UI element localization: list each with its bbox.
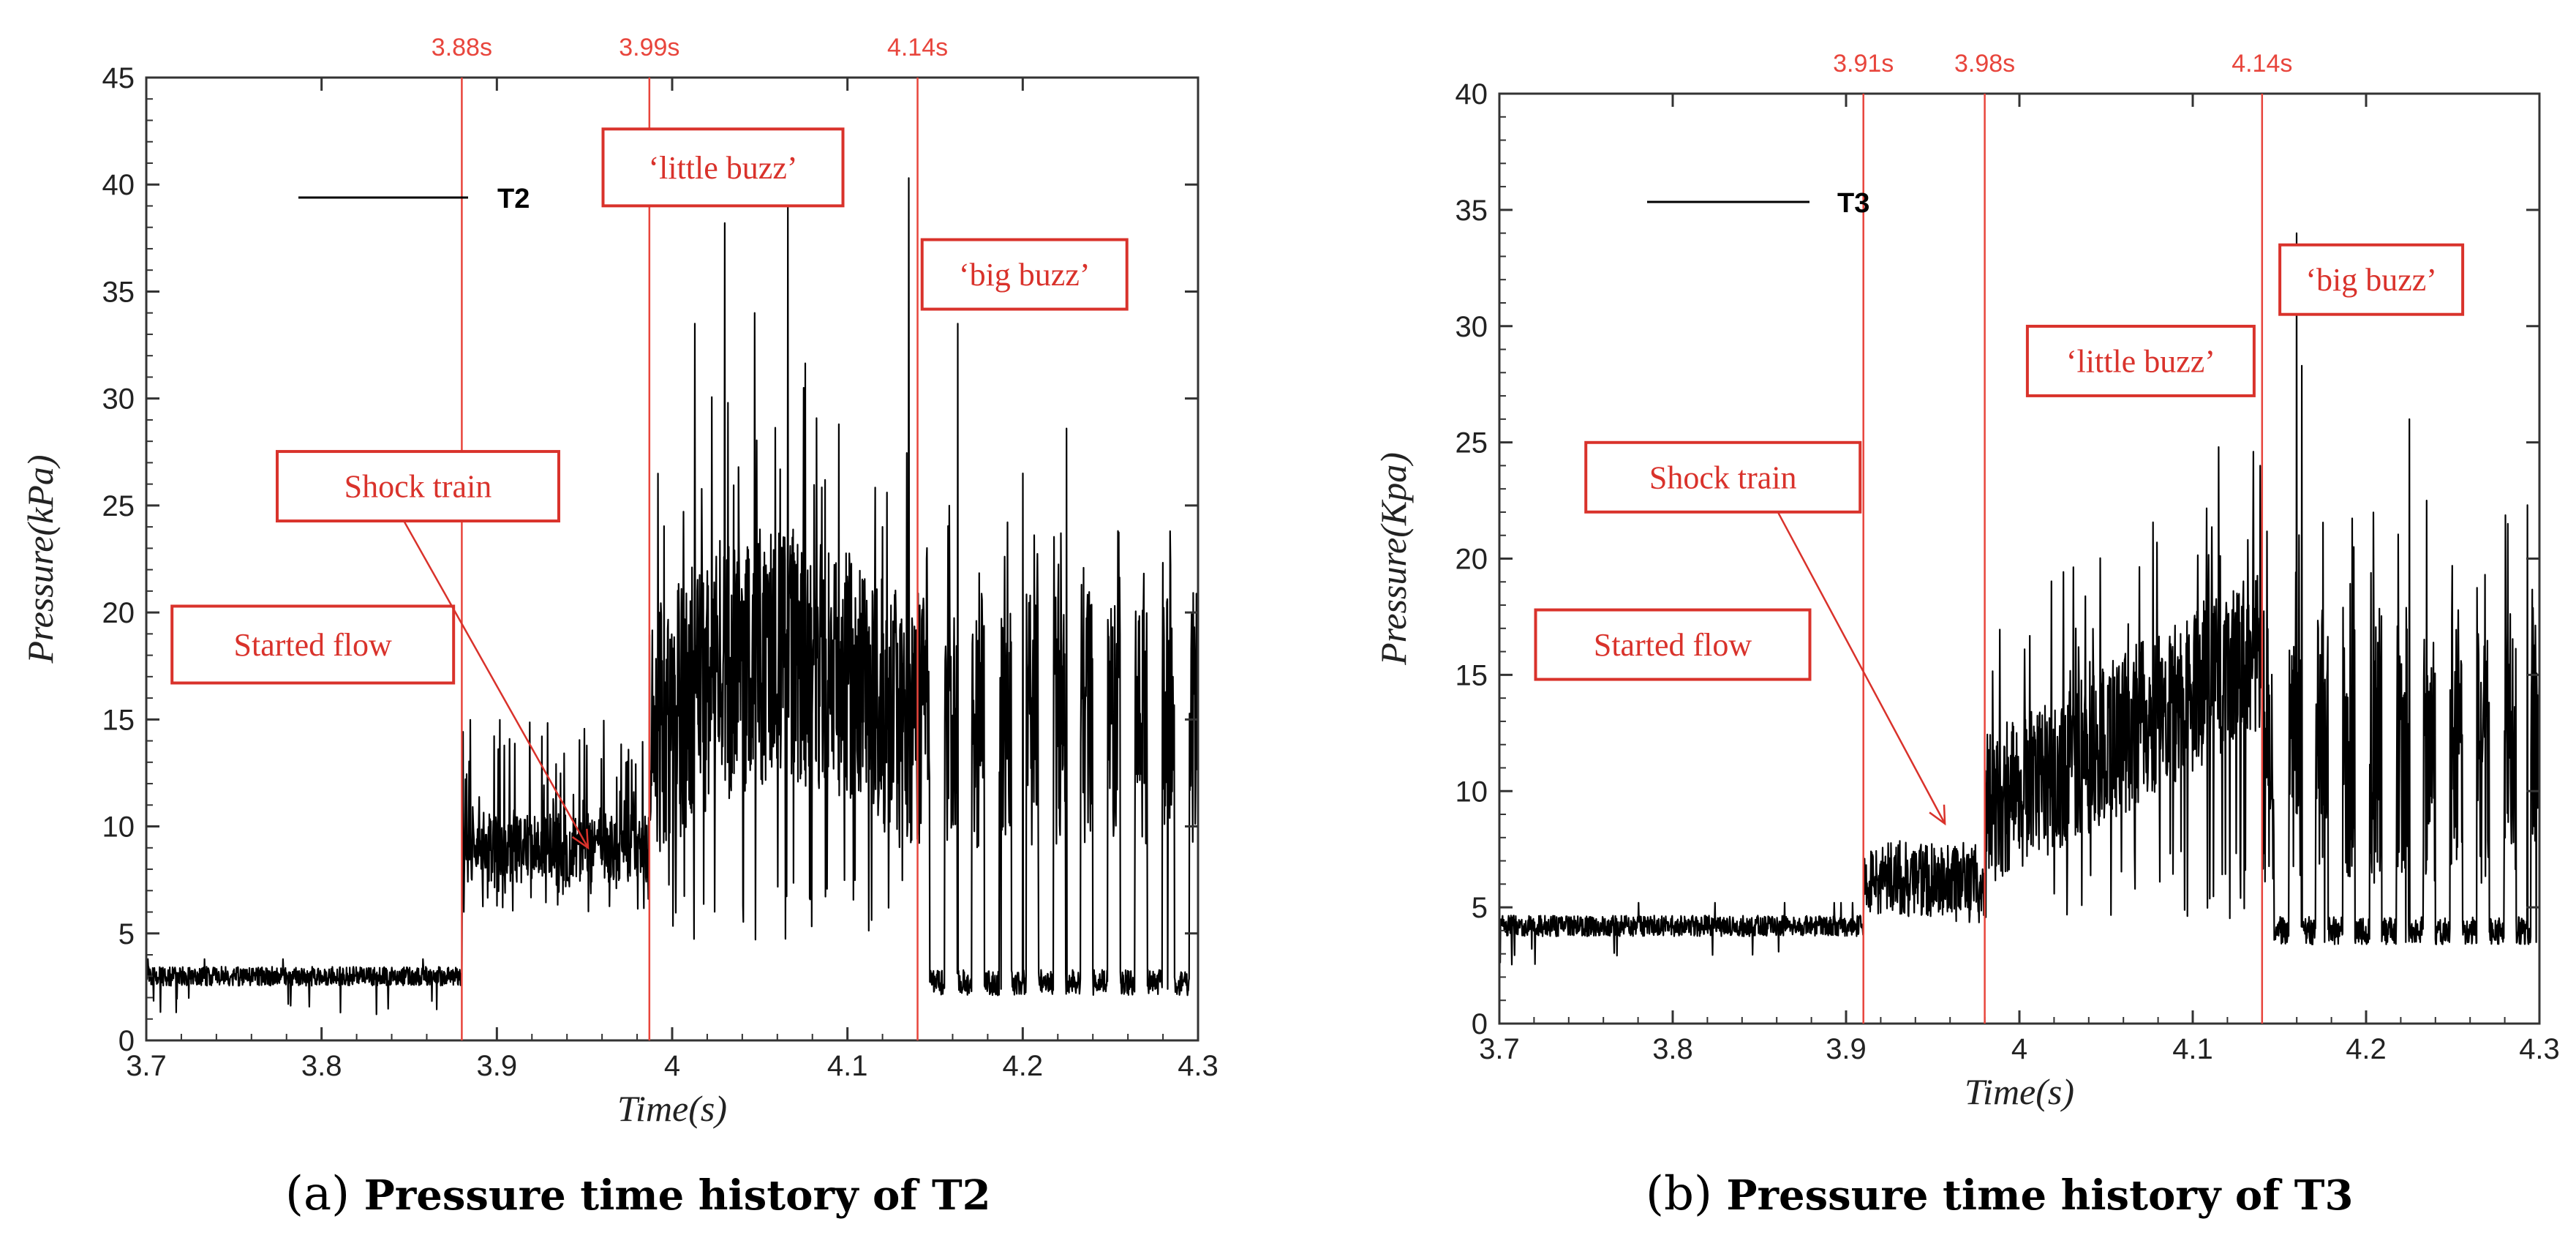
chart-t3-event-label-2: 3.98s: [1954, 50, 2015, 78]
chart-t3-event-label-1: 3.91s: [1833, 50, 1894, 78]
chart-b-svg: 0 5 10 15 20 25 30 35 40 3.7 3.8 3.9 4 4.1 4.2 4.3 Time(…: [1373, 50, 2560, 1112]
caption-b-letter: (b): [1646, 1167, 1712, 1221]
chart-t3-xtick-label: 3.7: [1479, 1033, 1520, 1065]
chart-t3-annotation-box-started-flow: [1534, 608, 1812, 681]
chart-t3-ylabel: Pressure(Kpa): [1373, 452, 1414, 666]
chart-t3-ytick-label: 0: [1472, 1008, 1488, 1040]
caption-b-text: Pressure time history of T3: [1726, 1171, 2354, 1220]
chart-t2-ytick-label: 30: [102, 383, 135, 416]
caption-a-text: Pressure time history of T2: [364, 1171, 991, 1220]
chart-t2-annotation-shock-train: Shock train: [344, 469, 492, 505]
chart-t3-annotation-little-buzz: ‘little buzz’: [2066, 343, 2215, 379]
chart-t2-event-label-3: 4.14s: [887, 34, 948, 61]
chart-t3-xtick-label: 3.8: [1652, 1033, 1693, 1065]
chart-t3-ytick-label: 30: [1455, 311, 1488, 343]
chart-t2-annotation-box-started-flow: [170, 604, 456, 685]
caption-a-letter: (a): [285, 1167, 350, 1221]
chart-t2-ytick-label: 20: [102, 597, 135, 629]
chart-t2-ytick-label: 25: [102, 490, 135, 522]
chart-t2-xtick-label: 3.7: [126, 1050, 167, 1082]
chart-t2-xlabel: Time(s): [617, 1088, 727, 1129]
chart-t3-annotation-started-flow: Started flow: [1594, 627, 1752, 663]
chart-t3-annotation-arrow-shock-train: [1777, 511, 1946, 825]
chart-t2-ytick-label: 40: [102, 169, 135, 201]
caption-b: (b) Pressure time history of T3: [1646, 1167, 2353, 1221]
chart-t2-annotation-box-big-buzz: [920, 238, 1129, 311]
chart-t2-annotation-little-buzz: ‘little buzz’: [648, 150, 797, 186]
chart-t2-annotation-started-flow: Started flow: [234, 627, 393, 663]
chart-t2-ytick-label: 15: [102, 704, 135, 736]
chart-a-svg: 0 5 10 15 20 25 30 35 40 45 3.7 3.8 3.9 4 4.1 4.2 4.3 Tim…: [20, 34, 1219, 1129]
chart-t2-xtick-label: 4.2: [1003, 1050, 1044, 1082]
chart-t3-plot-frame: [1498, 92, 2541, 1025]
chart-t3-ytick-label: 15: [1455, 659, 1488, 691]
chart-t2-event-label-1: 3.88s: [432, 34, 492, 61]
chart-t2-series-line: [145, 177, 1200, 1016]
chart-t2-event-label-2: 3.99s: [619, 34, 679, 61]
chart-t3-xtick-label: 4: [2011, 1033, 2027, 1065]
chart-t3-annotation-arrowhead-shock-train: [1929, 804, 1946, 826]
chart-t3-series-line: [1498, 232, 2541, 966]
chart-t2-legend-label: T2: [497, 184, 530, 214]
chart-t3-ytick-label: 5: [1472, 892, 1488, 924]
chart-t2-xtick-label: 3.9: [477, 1050, 518, 1082]
chart-t2-ytick-label: 45: [102, 62, 135, 94]
chart-t3-ytick-label: 20: [1455, 544, 1488, 576]
chart-t2-ytick-label: 5: [118, 918, 135, 950]
chart-t3-xtick-label: 3.9: [1826, 1033, 1867, 1065]
chart-t2-annotation-box-shock-train: [275, 450, 560, 523]
chart-t3-annotation-shock-train: Shock train: [1649, 459, 1797, 495]
chart-t3-xtick-label: 4.1: [2172, 1033, 2213, 1065]
chart-t2-annotation-arrow-shock-train: [403, 520, 590, 849]
chart-t2-annotation-big-buzz: ‘big buzz’: [959, 257, 1091, 293]
chart-t2-xtick-label: 3.8: [301, 1050, 342, 1082]
chart-t2-xtick-label: 4.1: [827, 1050, 868, 1082]
chart-t3-xtick-label: 4.3: [2519, 1033, 2560, 1065]
chart-t3-event-label-3: 4.14s: [2232, 50, 2292, 78]
chart-t3-annotation-box-big-buzz: [2278, 243, 2465, 316]
chart-t3-annotation-box-shock-train: [1584, 440, 1862, 514]
chart-t3-ytick-label: 40: [1455, 78, 1488, 110]
chart-t2-ylabel: Pressure(kPa): [20, 454, 61, 664]
chart-t3-annotation-big-buzz: ‘big buzz’: [2305, 262, 2437, 298]
chart-t2-ytick-label: 10: [102, 811, 135, 844]
chart-t2-annotation-box-little-buzz: [601, 127, 845, 208]
chart-t3-ytick-label: 10: [1455, 776, 1488, 808]
chart-t3-xtick-label: 4.2: [2346, 1033, 2387, 1065]
chart-t2-xtick-label: 4: [664, 1050, 680, 1082]
chart-t2-ytick-label: 0: [118, 1025, 135, 1057]
caption-a: (a) Pressure time history of T2: [285, 1167, 991, 1221]
chart-t3-ytick-label: 25: [1455, 427, 1488, 459]
chart-t3-ytick-label: 35: [1455, 195, 1488, 227]
chart-t3-legend-label: T3: [1837, 188, 1869, 219]
chart-t2-xtick-label: 4.3: [1178, 1050, 1219, 1082]
chart-t2-ytick-label: 35: [102, 276, 135, 308]
chart-t2-annotation-arrowhead-shock-train: [571, 828, 590, 850]
chart-t3-xlabel: Time(s): [1965, 1071, 2074, 1112]
chart-t3-annotation-box-little-buzz: [2025, 324, 2256, 397]
